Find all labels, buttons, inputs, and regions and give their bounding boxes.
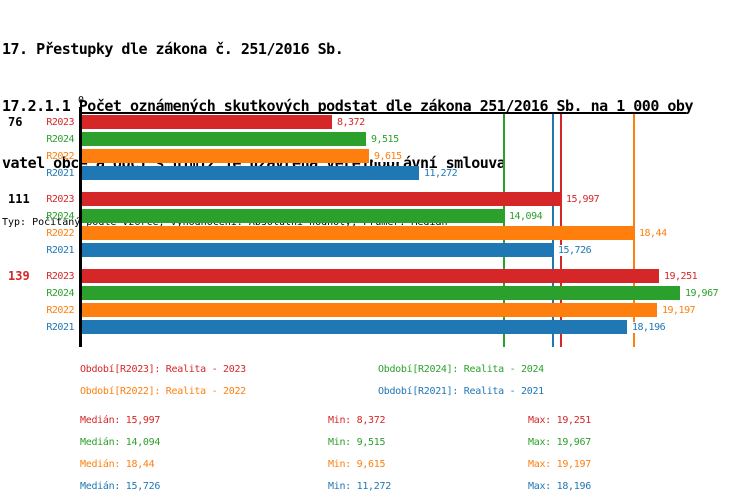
bar-row: R2024 19,967 bbox=[0, 286, 720, 300]
series-label: R2022 bbox=[46, 150, 74, 162]
series-label: R2021 bbox=[46, 167, 74, 179]
stat-min-r2021: Min: 11,272 bbox=[328, 481, 391, 492]
bar-row: R2023 8,372 bbox=[0, 115, 366, 129]
x-axis-origin-tick-label: 0 bbox=[77, 95, 85, 106]
bar-r2024 bbox=[82, 209, 504, 223]
series-label: R2022 bbox=[46, 227, 74, 239]
stat-max-r2022: Max: 19,197 bbox=[528, 459, 591, 470]
stat-max-r2023: Max: 19,251 bbox=[528, 415, 591, 426]
bar-r2022 bbox=[82, 303, 657, 317]
series-label: R2022 bbox=[46, 304, 74, 316]
legend-item-r2021: Období[R2021]: Realita - 2021 bbox=[378, 386, 544, 397]
legend-item-r2022: Období[R2022]: Realita - 2022 bbox=[80, 386, 246, 397]
bar-value-label: 18,196 bbox=[631, 321, 667, 333]
stat-median-r2021: Medián: 15,726 bbox=[80, 481, 161, 492]
bar-value-label: 15,726 bbox=[557, 244, 593, 256]
bar-value-label: 14,094 bbox=[508, 210, 544, 222]
bar-value-label: 19,251 bbox=[663, 270, 699, 282]
bar-r2022 bbox=[82, 226, 634, 240]
bar-r2022 bbox=[82, 149, 369, 163]
bar-value-label: 8,372 bbox=[336, 116, 366, 128]
bar-row: R2023 15,997 bbox=[0, 192, 601, 206]
stat-min-r2024: Min: 9,515 bbox=[328, 437, 386, 448]
stat-median-r2022: Medián: 18,44 bbox=[80, 459, 155, 470]
bar-row: R2024 9,515 bbox=[0, 132, 400, 146]
stat-median-r2024: Medián: 14,094 bbox=[80, 437, 161, 448]
bar-value-label: 11,272 bbox=[423, 167, 459, 179]
series-label: R2021 bbox=[46, 244, 74, 256]
bar-value-label: 18,44 bbox=[638, 227, 668, 239]
series-label: R2023 bbox=[46, 270, 74, 282]
legend-item-r2024: Období[R2024]: Realita - 2024 bbox=[378, 364, 544, 375]
bar-row: R2023 19,251 bbox=[0, 269, 699, 283]
bar-chart: 0 76 R2023 8,372 R2024 9,515 R2022 9,615 R2021 1… bbox=[0, 95, 720, 347]
bar-value-label: 9,515 bbox=[370, 133, 400, 145]
series-label: R2024 bbox=[46, 133, 74, 145]
stat-min-r2022: Min: 9,615 bbox=[328, 459, 386, 470]
stat-max-r2021: Max: 18,196 bbox=[528, 481, 591, 492]
bar-row: R2022 19,197 bbox=[0, 303, 697, 317]
stat-max-r2024: Max: 19,967 bbox=[528, 437, 591, 448]
x-axis-line bbox=[79, 112, 686, 114]
y-axis-line bbox=[79, 107, 82, 347]
bar-row: R2022 9,615 bbox=[0, 149, 403, 163]
group-label: 111 bbox=[8, 192, 30, 206]
bar-r2021 bbox=[82, 320, 627, 334]
bar-row: R2024 14,094 bbox=[0, 209, 544, 223]
bar-r2023 bbox=[82, 115, 332, 129]
stat-min-r2023: Min: 8,372 bbox=[328, 415, 386, 426]
bar-value-label: 9,615 bbox=[373, 150, 403, 162]
group-label: 76 bbox=[8, 115, 23, 129]
bar-value-label: 15,997 bbox=[565, 193, 601, 205]
bar-row: R2022 18,44 bbox=[0, 226, 668, 240]
median-line-r2022 bbox=[633, 113, 635, 347]
group-label: 139 bbox=[8, 269, 30, 283]
bar-r2023 bbox=[82, 269, 659, 283]
bar-row: R2021 11,272 bbox=[0, 166, 459, 180]
stat-median-r2023: Medián: 15,997 bbox=[80, 415, 161, 426]
report-title-line2: 17.2.1.1 Počet oznámených skutkových pod… bbox=[2, 97, 694, 115]
bar-r2023 bbox=[82, 192, 561, 206]
report-title-line1: 17. Přestupky dle zákona č. 251/2016 Sb. bbox=[2, 40, 344, 58]
bar-value-label: 19,967 bbox=[684, 287, 720, 299]
series-label: R2024 bbox=[46, 287, 74, 299]
series-label: R2024 bbox=[46, 210, 74, 222]
bar-row: R2021 18,196 bbox=[0, 320, 667, 334]
legend-item-r2023: Období[R2023]: Realita - 2023 bbox=[80, 364, 246, 375]
bar-r2024 bbox=[82, 286, 680, 300]
bar-r2021 bbox=[82, 243, 553, 257]
bar-r2024 bbox=[82, 132, 366, 146]
bar-value-label: 19,197 bbox=[661, 304, 697, 316]
bar-r2021 bbox=[82, 166, 419, 180]
series-label: R2023 bbox=[46, 193, 74, 205]
series-label: R2023 bbox=[46, 116, 74, 128]
bar-row: R2021 15,726 bbox=[0, 243, 593, 257]
series-label: R2021 bbox=[46, 321, 74, 333]
